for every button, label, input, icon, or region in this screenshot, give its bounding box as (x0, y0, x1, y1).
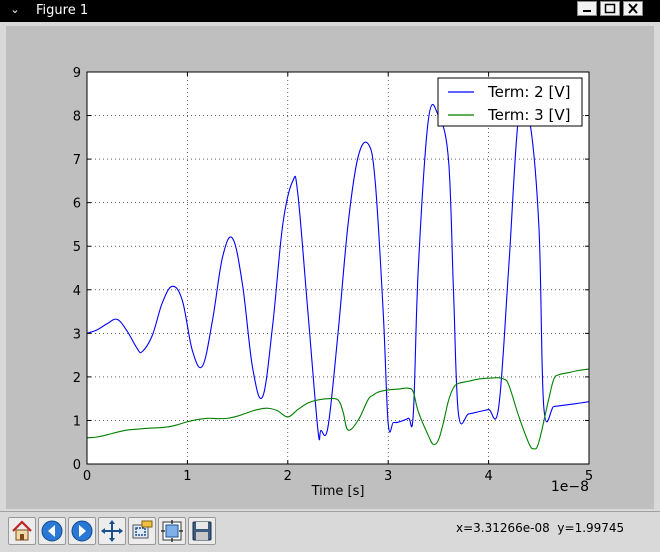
grid-lines (87, 72, 589, 464)
x-tick-label: 3 (384, 469, 392, 484)
y-tick-label: 9 (73, 66, 81, 81)
back-arrow-icon (41, 520, 63, 542)
zoom-button[interactable] (128, 517, 156, 545)
cursor-coordinates: x=3.31266e-08 y=1.99745 (456, 521, 624, 535)
x-axis-label: Time [s] (311, 484, 365, 499)
back-button[interactable] (38, 517, 66, 545)
forward-button[interactable] (68, 517, 96, 545)
axes-frame (86, 71, 590, 465)
tick-marks: 0 1 2 3 4 5 0 1 2 3 4 5 6 7 8 9 (73, 66, 593, 484)
pan-button[interactable] (98, 517, 126, 545)
cursor-x-readout: x=3.31266e-08 (456, 521, 550, 535)
window-title: Figure 1 (36, 3, 89, 18)
y-tick-label: 4 (73, 284, 81, 299)
legend-label: Term: 3 [V] (487, 106, 570, 124)
maximize-icon (604, 3, 616, 14)
home-button[interactable] (8, 517, 36, 545)
cursor-y-readout: y=1.99745 (557, 521, 625, 535)
y-tick-label: 2 (73, 371, 81, 386)
y-tick-label: 6 (73, 197, 81, 212)
x-tick-label: 2 (284, 469, 292, 484)
x-tick-label: 5 (585, 469, 593, 484)
x-tick-label: 1 (183, 469, 191, 484)
series-line-2 (87, 97, 589, 441)
close-button[interactable] (623, 1, 643, 16)
save-icon (192, 521, 212, 541)
save-button[interactable] (188, 517, 216, 545)
minimize-button[interactable] (577, 1, 597, 16)
legend: Term: 2 [V] Term: 3 [V] (437, 77, 583, 127)
y-tick-label: 1 (73, 414, 81, 429)
title-bar: ⌄ Figure 1 (0, 0, 660, 22)
forward-arrow-icon (71, 520, 93, 542)
series-layer (87, 97, 589, 450)
close-icon (628, 3, 638, 14)
subplots-icon (161, 520, 183, 542)
y-tick-label: 8 (73, 110, 81, 125)
x-tick-label: 4 (484, 469, 492, 484)
x-offset-label: 1e−8 (551, 479, 589, 495)
pan-icon (101, 520, 123, 542)
maximize-button[interactable] (600, 1, 620, 16)
y-tick-label: 0 (73, 458, 81, 473)
y-tick-label: 5 (73, 240, 81, 255)
x-tick-label: 0 (83, 469, 91, 484)
window-menu-icon[interactable]: ⌄ (10, 3, 20, 16)
subplots-button[interactable] (158, 517, 186, 545)
axes-background (87, 72, 589, 464)
home-icon (12, 520, 32, 541)
zoom-rect-icon (132, 520, 153, 539)
navigation-toolbar (0, 511, 660, 552)
legend-box (437, 77, 583, 127)
y-tick-label: 7 (73, 153, 81, 168)
series-line-3 (87, 368, 589, 450)
minimize-icon (583, 10, 591, 12)
y-tick-label: 3 (73, 327, 81, 342)
legend-label: Term: 2 [V] (487, 83, 570, 101)
